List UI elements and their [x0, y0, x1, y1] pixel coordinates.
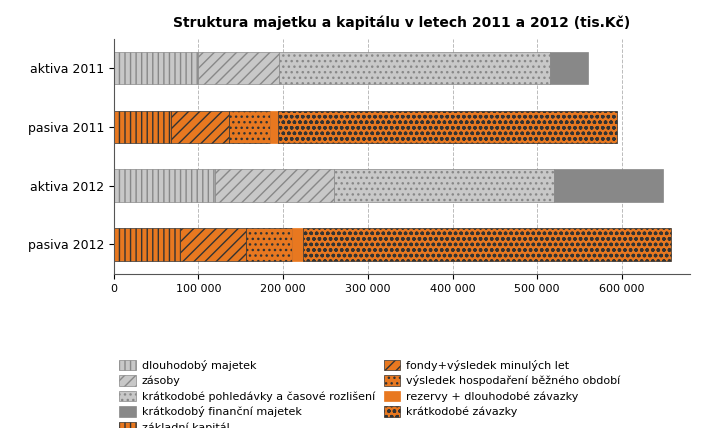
- Bar: [269, 110, 278, 143]
- Bar: [278, 110, 617, 143]
- Bar: [198, 52, 279, 84]
- Bar: [171, 110, 229, 143]
- Bar: [215, 169, 334, 202]
- Bar: [279, 52, 550, 84]
- Bar: [114, 110, 171, 143]
- Bar: [246, 228, 292, 261]
- Bar: [292, 228, 303, 261]
- Bar: [229, 110, 269, 143]
- Bar: [554, 169, 663, 202]
- Bar: [114, 169, 215, 202]
- Legend: dlouhodobý majetek, zásoby, krátkodobé pohledávky a časové rozlišení, krátkodobý: dlouhodobý majetek, zásoby, krátkodobé p…: [119, 360, 620, 428]
- Bar: [114, 52, 198, 84]
- Title: Struktura majetku a kapitálu v letech 2011 a 2012 (tis.Kč): Struktura majetku a kapitálu v letech 20…: [173, 16, 631, 30]
- Bar: [550, 52, 588, 84]
- Bar: [180, 228, 246, 261]
- Bar: [114, 228, 180, 261]
- Bar: [303, 228, 671, 261]
- Bar: [334, 169, 554, 202]
